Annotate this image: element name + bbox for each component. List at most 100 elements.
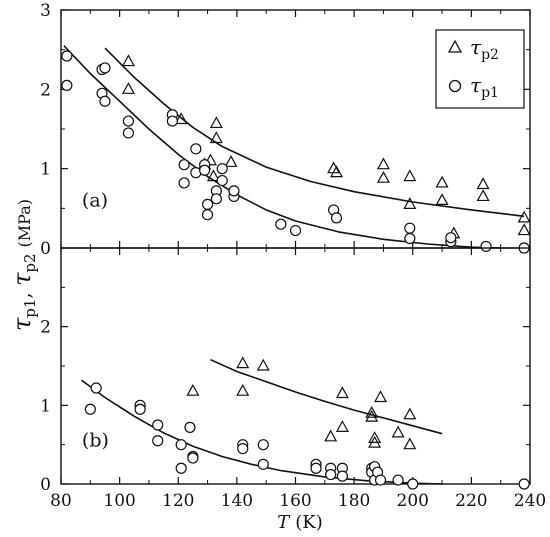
panel-b-point-tau-p2 bbox=[186, 383, 200, 396]
panel-a-y-tick-label: 3 bbox=[40, 1, 51, 21]
panel-b-point-tau-p1 bbox=[175, 439, 187, 451]
x-axis-title: T (K) bbox=[277, 512, 323, 533]
panel-b-point-tau-p1 bbox=[184, 421, 196, 433]
panel-a-point-tau-p1 bbox=[275, 218, 287, 230]
panel-a-point-tau-p1 bbox=[445, 232, 457, 244]
panel-b-point-tau-p2 bbox=[368, 435, 382, 448]
panel-a-point-tau-p2 bbox=[517, 223, 531, 236]
panel-a-point-tau-p1 bbox=[122, 115, 135, 127]
panel-a-point-tau-p1 bbox=[99, 95, 111, 107]
panel-a-y-tick-label: 1 bbox=[40, 160, 51, 180]
panel-a-point-tau-p2 bbox=[330, 165, 344, 178]
panel-a-point-tau-p1 bbox=[404, 232, 416, 245]
panel-b-point-tau-p1 bbox=[152, 435, 164, 447]
legend-triangle-icon bbox=[447, 39, 463, 53]
panel-b-y-tick-label: 1 bbox=[40, 396, 51, 416]
panel-b-point-tau-p2 bbox=[403, 437, 417, 450]
panel-a-point-tau-p2 bbox=[376, 170, 390, 183]
panel-a-point-tau-p1 bbox=[404, 222, 416, 234]
panel-b-point-tau-p1 bbox=[84, 403, 96, 415]
legend-box bbox=[435, 29, 525, 109]
panel-b-point-tau-p2 bbox=[236, 383, 250, 396]
y-axis-title: τp1, τp2(MPa) bbox=[8, 199, 39, 331]
panel-b-point-tau-p2 bbox=[373, 390, 388, 403]
panel-b-point-tau-p2 bbox=[368, 431, 382, 443]
panel-a-point-tau-p1 bbox=[178, 177, 190, 189]
panel-a-point-tau-p1 bbox=[216, 163, 228, 175]
panel-label-a: (a) bbox=[82, 189, 108, 211]
panel-a-point-tau-p2 bbox=[174, 112, 188, 125]
x-tick-label: 80 bbox=[50, 491, 72, 511]
panel-a-point-tau-p1 bbox=[228, 185, 240, 197]
panel-a-point-tau-p2 bbox=[376, 157, 390, 170]
legend-label-tau-p1: τp1 bbox=[470, 73, 499, 101]
panel-a-point-tau-p1 bbox=[199, 164, 211, 176]
panel-a-point-tau-p2 bbox=[403, 197, 417, 209]
x-tick-label: 160 bbox=[279, 491, 311, 511]
panel-b-fit-curve-tau-p2 bbox=[210, 358, 443, 435]
panel-a-point-tau-p1 bbox=[190, 143, 202, 155]
y-axis-symbol-2: τ bbox=[8, 272, 36, 286]
panel-b-point-tau-p2 bbox=[324, 429, 338, 442]
legend-label-tau-p2: τp2 bbox=[470, 35, 499, 63]
panel-a-point-tau-p2 bbox=[403, 169, 417, 182]
panel-b-y-tick-label: 2 bbox=[40, 318, 51, 338]
panel-b-point-tau-p1 bbox=[152, 419, 164, 431]
x-tick-label: 140 bbox=[221, 491, 253, 511]
panel-a-point-tau-p1 bbox=[61, 79, 73, 91]
panel-a-fit-curve-tau-p2 bbox=[104, 47, 525, 218]
panel-a-point-tau-p2 bbox=[517, 210, 531, 223]
panel-a-point-tau-p1 bbox=[201, 198, 214, 210]
panel-a-point-tau-p2 bbox=[209, 116, 223, 129]
panel-a-point-tau-p2 bbox=[435, 193, 449, 205]
x-tick-label: 220 bbox=[455, 491, 487, 511]
panel-b-point-tau-p1 bbox=[392, 474, 404, 486]
panel-b-point-tau-p1 bbox=[257, 458, 269, 470]
x-tick-label: 120 bbox=[162, 491, 194, 511]
panel-a-point-tau-p1 bbox=[122, 127, 135, 139]
panel-b-y-tick-label: 0 bbox=[40, 475, 51, 495]
panel-a-point-tau-p2 bbox=[203, 153, 218, 166]
panel-b-point-tau-p2 bbox=[335, 386, 349, 399]
panel-b-point-tau-p1 bbox=[257, 439, 269, 451]
legend-circle-icon bbox=[448, 79, 462, 93]
panel-b-point-tau-p2 bbox=[236, 356, 250, 369]
panel-a-point-tau-p1 bbox=[289, 224, 302, 237]
panel-a-point-tau-p1 bbox=[210, 193, 222, 205]
panel-a-point-tau-p1 bbox=[178, 159, 190, 171]
panel-a-point-tau-p1 bbox=[201, 209, 214, 221]
panel-b-point-tau-p1 bbox=[175, 462, 187, 474]
panel-b-point-tau-p1 bbox=[187, 452, 199, 464]
panel-a-y-tick-label: 2 bbox=[40, 80, 51, 100]
panel-b-point-tau-p1 bbox=[134, 403, 146, 415]
panel-a-point-tau-p2 bbox=[476, 189, 490, 202]
panel-a-point-tau-p1 bbox=[480, 240, 492, 253]
panel-b-point-tau-p1 bbox=[325, 468, 337, 481]
x-axis-variable: T bbox=[277, 512, 291, 533]
x-tick-label: 200 bbox=[397, 491, 429, 511]
panel-b-point-tau-p1 bbox=[336, 470, 348, 482]
y-axis-separator: , bbox=[11, 286, 35, 299]
panel-a-y-tick-label: 0 bbox=[40, 239, 51, 259]
panel-b-point-tau-p1 bbox=[407, 478, 419, 490]
y-axis-symbol: τ bbox=[8, 317, 36, 331]
x-tick-label: 240 bbox=[514, 491, 546, 511]
panel-b-point-tau-p2 bbox=[403, 407, 417, 420]
y-axis-subscript-1: p1 bbox=[21, 299, 39, 318]
panel-b-point-tau-p2 bbox=[391, 425, 405, 438]
panel-a-point-tau-p2 bbox=[476, 177, 490, 190]
panel-a-point-tau-p1 bbox=[216, 174, 228, 187]
panel-a-point-tau-p1 bbox=[166, 115, 178, 127]
x-tick-label: 180 bbox=[338, 491, 370, 511]
panel-a-point-tau-p1 bbox=[61, 50, 73, 62]
panel-a-point-tau-p2 bbox=[121, 82, 135, 94]
x-axis-unit: (K) bbox=[295, 512, 323, 533]
panel-b-point-tau-p2 bbox=[365, 409, 379, 422]
panel-b-point-tau-p2 bbox=[256, 358, 270, 371]
panel-a-point-tau-p1 bbox=[99, 62, 111, 74]
panel-a-point-tau-p1 bbox=[330, 212, 343, 224]
panel-b-frame bbox=[60, 247, 531, 485]
panel-a-point-tau-p2 bbox=[435, 175, 449, 188]
panel-b-point-tau-p1 bbox=[310, 462, 322, 474]
